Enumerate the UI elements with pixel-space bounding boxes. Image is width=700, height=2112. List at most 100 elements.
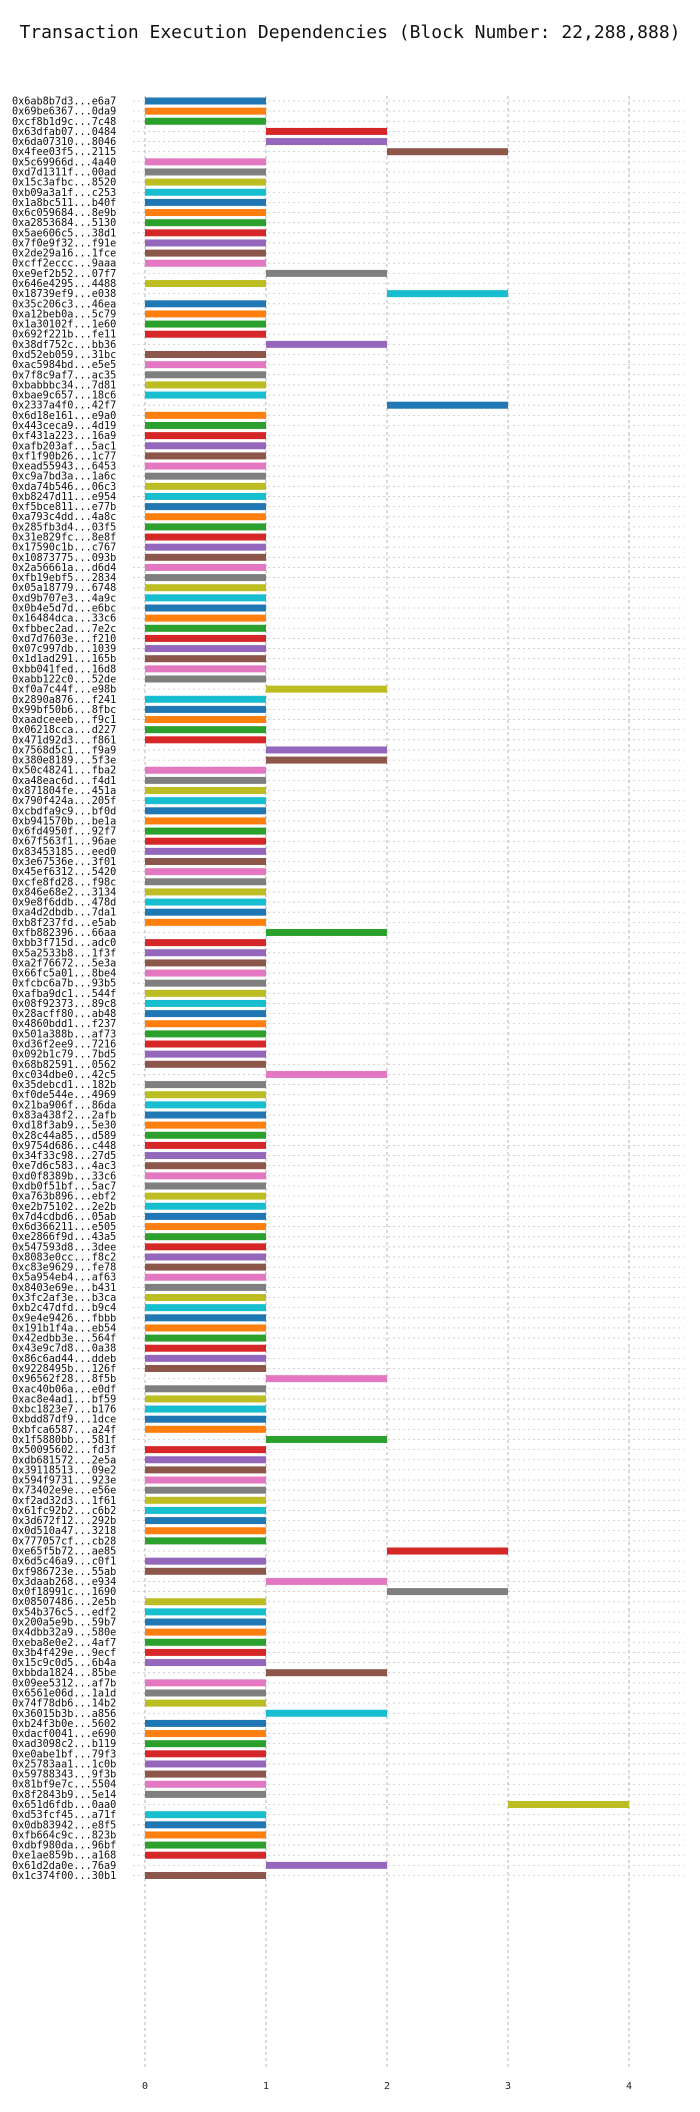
y-tick-label: 0xf0a7c44f...e98b — [12, 685, 116, 696]
dependency-bar — [145, 1628, 266, 1636]
dependency-bar — [145, 330, 266, 338]
dependency-bar — [145, 979, 266, 987]
y-tick-label: 0xbbda1824...85be — [12, 1668, 116, 1679]
y-tick-label: 0xc034dbe0...42c5 — [12, 1070, 116, 1081]
dependency-bar — [145, 858, 266, 865]
y-tick-label: 0x4fee03f5...2115 — [12, 147, 116, 158]
dependency-bar — [145, 1760, 266, 1768]
y-tick-label: 0xb24f3b0e...5602 — [12, 1719, 116, 1730]
dependency-bar — [145, 655, 266, 663]
y-tick-label: 0xfcbc6a7b...93b5 — [12, 979, 116, 990]
x-tick-label: 2 — [384, 2081, 390, 2092]
dependency-bar — [145, 787, 266, 795]
y-tick-label: 0xd7d7603e...f210 — [12, 634, 116, 645]
dependency-bar — [145, 837, 266, 845]
dependency-bar — [145, 1456, 266, 1464]
y-tick-label: 0xcbdfa9c9...bf0d — [12, 806, 116, 817]
dependency-bar — [145, 1851, 266, 1859]
y-tick-label: 0x07c997db...1039 — [12, 644, 116, 655]
dependency-bar — [145, 949, 266, 957]
y-tick-label: 0xfbbec2ad...7e2c — [12, 624, 116, 635]
y-tick-label: 0xf5bce811...e77b — [12, 502, 116, 513]
dependency-bar — [145, 1608, 266, 1616]
y-tick-label: 0x1a8bc511...b40f — [12, 198, 116, 209]
dependency-bar — [145, 1121, 266, 1129]
y-tick-label: 0xac40b06a...e0df — [12, 1384, 116, 1395]
y-tick-label: 0xf2ad32d3...1f61 — [12, 1496, 116, 1507]
y-tick-label: 0x99bf50b6...8fbc — [12, 705, 116, 716]
dependency-bar — [145, 624, 266, 632]
dependency-bar — [145, 1476, 266, 1484]
dependency-bar — [145, 462, 266, 470]
dependency-bar — [145, 1344, 266, 1352]
dependency-bar — [145, 1841, 266, 1849]
dependency-bar — [145, 1010, 266, 1018]
dependency-bar — [145, 1405, 266, 1413]
dependency-bar — [145, 209, 266, 217]
y-tick-label: 0x547593d8...3dee — [12, 1242, 116, 1253]
y-tick-label: 0x2337a4f0...42f7 — [12, 401, 116, 412]
dependency-bar — [145, 1182, 266, 1190]
dependency-bar — [145, 1659, 266, 1667]
dependency-bar — [145, 117, 266, 125]
y-tick-label: 0x8f2843b9...5e14 — [12, 1790, 116, 1801]
y-tick-label: 0x7d4cdbd6...05ab — [12, 1212, 116, 1223]
y-tick-label: 0x7f0e9f32...f91e — [12, 238, 116, 249]
dependency-bar — [145, 1162, 266, 1170]
dependency-bar — [145, 178, 266, 186]
dependency-bar — [145, 1567, 266, 1575]
dependency-bar — [266, 1375, 387, 1383]
dependency-bar — [145, 1527, 266, 1535]
dependency-bar — [145, 523, 266, 531]
x-tick-label: 0 — [142, 2081, 148, 2092]
y-tick-label: 0x35c206c3...46ea — [12, 299, 116, 310]
dependency-bar — [387, 148, 508, 156]
y-tick-label: 0xa763b896...ebf2 — [12, 1192, 116, 1203]
dependency-bar — [145, 574, 266, 582]
dependency-bar — [145, 198, 266, 206]
dependency-bar — [145, 1780, 266, 1788]
dependency-bar — [145, 1557, 266, 1565]
dependency-bar — [145, 1040, 266, 1048]
y-tick-label: 0x092b1c79...7bd5 — [12, 1050, 116, 1061]
y-tick-label: 0xfb882396...66aa — [12, 928, 116, 939]
y-tick-label: 0x05a18779...6748 — [12, 583, 116, 594]
x-tick-label: 3 — [505, 2081, 511, 2092]
dependency-bar — [145, 1811, 266, 1819]
y-tick-label: 0x0db83942...e8f5 — [12, 1820, 116, 1831]
dependency-bar — [145, 1719, 266, 1727]
dependency-bar — [266, 340, 387, 348]
dependency-bar — [145, 229, 266, 237]
dependency-bar — [145, 604, 266, 612]
y-tick-label: 0x34f33c98...27d5 — [12, 1151, 116, 1162]
y-tick-label: 0x4dbb32a9...580e — [12, 1628, 116, 1639]
y-tick-label: 0xa793c4dd...4a8c — [12, 512, 116, 523]
y-tick-label: 0xe9ef2b52...07f7 — [12, 269, 116, 280]
y-tick-label: 0x646e4295...4488 — [12, 279, 116, 290]
dependency-bar — [145, 411, 266, 419]
dependency-bar — [387, 1588, 508, 1596]
y-tick-label: 0x54b376c5...edf2 — [12, 1607, 116, 1618]
y-tick-label: 0x39118513...09e2 — [12, 1465, 116, 1476]
y-tick-label: 0x50c48241...fba2 — [12, 766, 116, 777]
dependency-bar — [145, 259, 266, 267]
y-tick-label: 0x15c9c0d5...6b4a — [12, 1658, 116, 1669]
y-tick-label: 0x3e67536e...3f01 — [12, 857, 116, 868]
dependency-bar — [145, 827, 266, 835]
dependency-bar — [145, 705, 266, 713]
dependency-bar — [145, 1598, 266, 1606]
y-tick-label: 0x96562f28...8f5b — [12, 1374, 116, 1385]
dependency-bar — [145, 726, 266, 734]
dependency-bar — [145, 634, 266, 642]
y-tick-label: 0x15c3afbc...8520 — [12, 178, 116, 189]
dependency-bar — [145, 158, 266, 166]
y-tick-label: 0x66fc5a01...8be4 — [12, 969, 116, 980]
y-tick-label: 0xbb3f715d...adc0 — [12, 938, 116, 949]
dependency-bar — [266, 138, 387, 146]
y-tick-label: 0x200a5e9b...59b7 — [12, 1618, 116, 1629]
y-tick-label: 0x50095602...fd3f — [12, 1445, 116, 1456]
dependency-bar — [145, 249, 266, 257]
dependency-bar — [145, 239, 266, 247]
dependency-bar — [145, 421, 266, 429]
y-tick-label: 0xead55943...6453 — [12, 462, 116, 473]
